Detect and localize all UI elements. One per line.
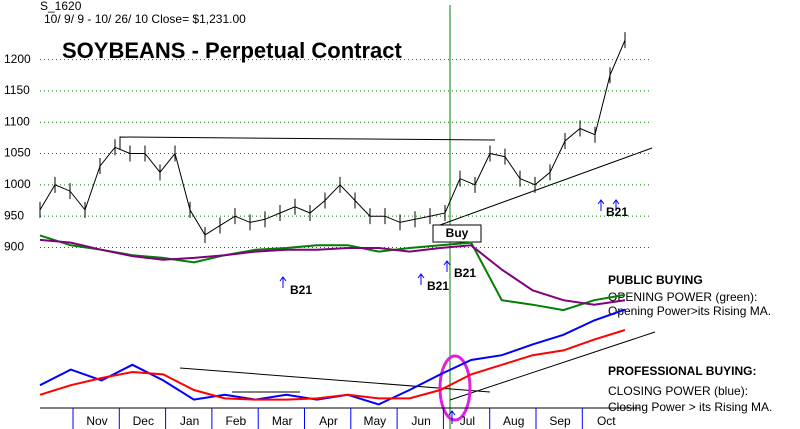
symbol: S_1620 bbox=[40, 0, 82, 13]
signal-arrows bbox=[279, 199, 620, 424]
y-tick-label: 900 bbox=[4, 240, 24, 254]
x-tick-label: Oct bbox=[597, 414, 616, 428]
support-line bbox=[439, 147, 653, 226]
resistance-line bbox=[119, 136, 496, 150]
x-tick-label: Jul bbox=[460, 414, 475, 428]
note: Opening Power>its Rising MA. bbox=[608, 304, 771, 318]
x-tick-label: Apr bbox=[319, 414, 338, 428]
chart-title: SOYBEANS - Perpetual Contract bbox=[62, 38, 403, 63]
opening-power bbox=[39, 234, 626, 312]
opening-ma bbox=[39, 238, 626, 306]
x-tick-label: Nov bbox=[86, 414, 107, 428]
y-tick-label: 950 bbox=[4, 208, 24, 222]
price-line bbox=[39, 40, 626, 236]
y-tick-label: 1100 bbox=[4, 114, 30, 128]
signal-label: B21 bbox=[427, 279, 449, 293]
highlight-circle bbox=[438, 354, 472, 422]
note: PROFESSIONAL BUYING: bbox=[608, 364, 756, 378]
x-tick-label: Jun bbox=[411, 414, 430, 428]
x-tick-label: May bbox=[363, 414, 386, 428]
buy-box bbox=[432, 224, 482, 243]
y-tick-label: 1200 bbox=[4, 52, 31, 66]
x-tick-label: Aug bbox=[503, 414, 524, 428]
note: Closing Power > its Rising MA. bbox=[608, 400, 772, 414]
x-tick-label: Sep bbox=[549, 414, 571, 428]
signal-label: B21 bbox=[606, 205, 628, 219]
signal-label: B21 bbox=[290, 283, 312, 297]
buy-label: Buy bbox=[446, 226, 469, 240]
y-tick-label: 1000 bbox=[4, 177, 31, 191]
closing-ma bbox=[39, 329, 626, 401]
closing-power bbox=[39, 308, 626, 406]
note: PUBLIC BUYING bbox=[608, 273, 703, 287]
x-tick-label: Dec bbox=[133, 414, 154, 428]
x-tick-label: Jan bbox=[180, 414, 199, 428]
signal-label: B21 bbox=[454, 266, 476, 280]
y-tick-label: 1150 bbox=[4, 83, 30, 97]
cp-trend-line bbox=[179, 367, 491, 393]
note: OPENING POWER (green): bbox=[608, 290, 757, 304]
x-tick-label: Feb bbox=[226, 414, 247, 428]
y-tick-label: 1050 bbox=[4, 146, 31, 160]
note: CLOSING POWER (blue): bbox=[608, 384, 748, 398]
subtitle: 10/ 9/ 9 - 10/ 26/ 10 Close= $1,231.00 bbox=[44, 12, 246, 26]
x-tick-label: Mar bbox=[272, 414, 293, 428]
cp-support-line bbox=[449, 331, 656, 401]
